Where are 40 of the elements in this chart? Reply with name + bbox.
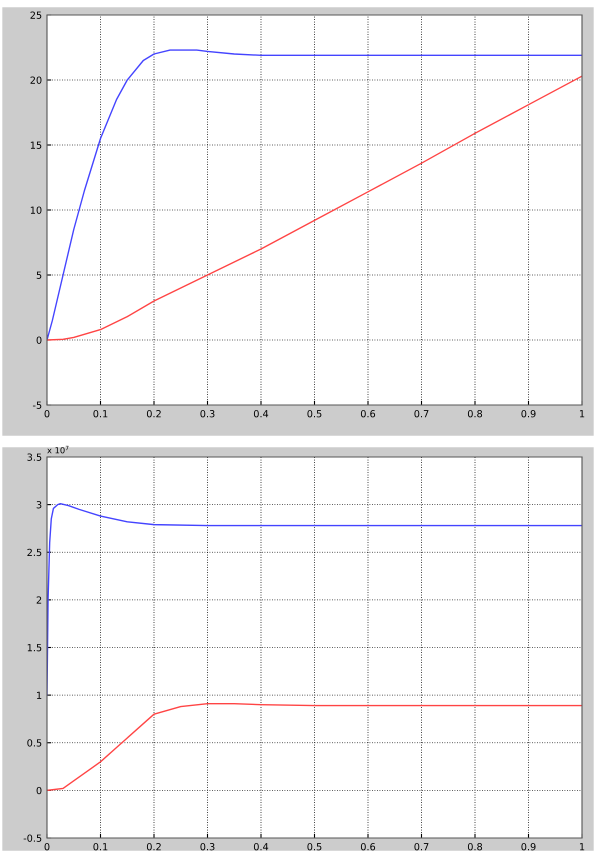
x-tick-label: 0.1 <box>93 843 108 850</box>
y-tick-label: 15 <box>30 142 42 149</box>
x-tick-label: 0.4 <box>254 843 268 850</box>
y-tick-label: 0 <box>36 336 42 344</box>
x-tick-label: 0.7 <box>414 843 428 850</box>
x-tick-label: 0 <box>44 410 50 418</box>
y-tick-label: -5 <box>32 402 42 409</box>
x-tick-label: 1 <box>580 843 584 850</box>
y-tick-label: 2 <box>36 596 42 604</box>
x-tick-label: 0.5 <box>307 843 322 850</box>
x-tick-label: 1 <box>580 410 584 418</box>
y-tick-label: 20 <box>30 76 42 84</box>
x-tick-label: 0.6 <box>360 410 376 418</box>
line-series <box>47 703 582 792</box>
y-tick-label: -0.5 <box>24 834 42 842</box>
x-tick-label: 0.1 <box>93 410 108 418</box>
x-tick-label: 0.9 <box>521 843 536 850</box>
x-tick-label: 0.3 <box>200 410 214 418</box>
y-tick-label: 0.5 <box>27 739 42 747</box>
y-tick-label: 5 <box>36 272 42 279</box>
x-tick-label: 0.2 <box>146 843 161 850</box>
y-tick-label: 3.5 <box>27 453 42 461</box>
text: x 10$^{7}$ <box>47 446 68 454</box>
y-tick-label: 25 <box>30 11 42 19</box>
y-tick-label: 2.5 <box>27 548 42 556</box>
y-tick-label: 1 <box>37 692 42 699</box>
y-tick-label: 0 <box>36 786 42 794</box>
x-tick-label: 0.9 <box>521 410 536 418</box>
y-tick-label: 3 <box>36 501 42 508</box>
x-tick-label: 0.4 <box>254 410 268 418</box>
x-tick-label: 0.7 <box>414 410 428 418</box>
y-tick-label: 1.5 <box>28 644 42 652</box>
x-tick-label: 0 <box>44 843 50 850</box>
x-tick-label: 0.5 <box>307 410 322 418</box>
x-tick-label: 0.8 <box>468 843 482 850</box>
x-tick-label: 0.2 <box>146 410 161 418</box>
y-tick-label: 10 <box>30 206 42 214</box>
x-tick-label: 0.8 <box>468 410 482 418</box>
x-tick-label: 0.6 <box>360 843 376 850</box>
x-tick-label: 0.3 <box>200 843 214 850</box>
